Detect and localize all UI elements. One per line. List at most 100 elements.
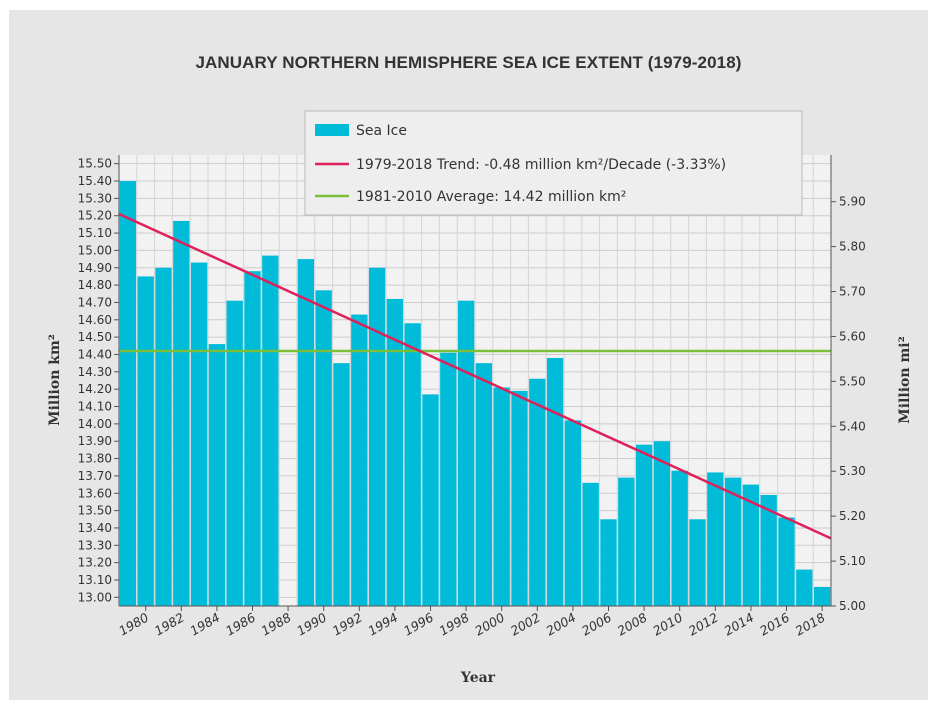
y-tick-label-right: 5.70: [839, 285, 866, 299]
y-ticks-right: 5.00 5.10 5.20 5.30 5.40 5.50 5.60 5.70 5.80 5.90: [831, 195, 866, 613]
bar-1983: [190, 262, 208, 606]
bars: [119, 181, 831, 606]
y-tick-label: 14.30: [78, 365, 112, 379]
x-tick-label: 1988: [259, 610, 294, 639]
x-ticks: 1980 1982 1984 1986 1988 1990 1992 1994 1996 1998…: [116, 606, 828, 639]
bar-2004: [564, 420, 582, 606]
x-tick-label: 1990: [294, 610, 329, 639]
y-tick-label: 13.20: [78, 556, 112, 570]
y-tick-label: 13.90: [78, 434, 112, 448]
y-tick-label: 13.00: [78, 590, 112, 604]
bar-1986: [244, 271, 261, 606]
x-tick-label: 2000: [472, 610, 507, 639]
bar-1990: [315, 290, 332, 606]
bar-2013: [724, 477, 742, 606]
y-tick-label: 13.60: [78, 486, 112, 500]
bar-1989: [297, 259, 315, 606]
bar-2012: [707, 472, 724, 606]
y-tick-label: 14.20: [78, 382, 112, 396]
bar-1985: [226, 300, 243, 606]
x-tick-label: 1994: [365, 610, 400, 639]
lines: [118, 212, 832, 540]
y-axis-title-right: Million mi²: [897, 336, 913, 423]
x-tick-label: 1984: [187, 610, 222, 639]
bar-1992: [351, 314, 368, 606]
legend-box: [304, 110, 803, 216]
y-tick-label-right: 5.90: [839, 195, 866, 209]
y-tick-label: 15.40: [78, 174, 112, 188]
y-tick-label: 15.10: [78, 226, 112, 240]
bar-1991: [333, 363, 350, 606]
bar-2008: [635, 444, 653, 606]
bar-1994: [386, 298, 404, 606]
y-tick-label: 13.70: [78, 469, 112, 483]
y-tick-label: 14.50: [78, 330, 112, 344]
bar-2011: [689, 519, 706, 606]
y-tick-label-right: 5.10: [839, 554, 866, 568]
bar-2014: [742, 484, 760, 606]
y-tick-label: 15.00: [78, 243, 112, 257]
bar-1993: [368, 267, 386, 606]
x-tick-label: 2018: [793, 610, 828, 639]
y-tick-label: 13.40: [78, 521, 112, 535]
x-tick-label: 2002: [508, 610, 543, 639]
legend-label-sea-ice: Sea Ice: [356, 123, 407, 139]
x-tick-label: 1992: [330, 610, 365, 639]
y-tick-label: 13.30: [78, 538, 112, 552]
x-tick-label: 2010: [650, 610, 685, 639]
bar-1995: [404, 323, 421, 606]
x-tick-label: 2004: [543, 610, 578, 639]
y-tick-label-right: 5.30: [839, 464, 866, 478]
bar-2010: [671, 470, 688, 606]
bar-2001: [511, 390, 528, 606]
y-tick-label: 14.10: [78, 400, 112, 414]
x-tick-label: 1998: [437, 610, 472, 639]
y-tick-label: 15.20: [78, 209, 112, 223]
y-tick-label: 15.30: [78, 191, 112, 205]
bar-2016: [778, 517, 795, 606]
bar-2007: [618, 477, 635, 606]
y-ticks-left: 13.00 13.10 13.20 13.30 13.40 13.50 13.60 13.70…: [78, 157, 119, 604]
y-tick-label-right: 5.20: [839, 509, 866, 523]
legend-swatch-sea-ice: [315, 124, 349, 136]
bar-2018: [813, 586, 831, 606]
chart-title: JANUARY NORTHERN HEMISPHERE SEA ICE EXTE…: [195, 53, 742, 72]
bar-1998: [457, 300, 475, 606]
bar-2009: [653, 441, 671, 606]
y-tick-label: 13.50: [78, 504, 112, 518]
y-tick-label-right: 5.50: [839, 374, 866, 388]
bar-2002: [529, 378, 546, 606]
trend-line: [118, 212, 832, 540]
y-tick-label-right: 5.00: [839, 599, 866, 613]
grid: [118, 155, 832, 606]
bar-1982: [173, 220, 190, 606]
bar-2006: [600, 519, 617, 606]
x-tick-label: 1986: [223, 610, 258, 639]
bar-2005: [582, 482, 599, 606]
x-tick-label: 1980: [116, 610, 151, 639]
legend-label-trend: 1979-2018 Trend: -0.48 million km²/Decad…: [356, 157, 726, 173]
y-tick-label: 14.00: [78, 417, 112, 431]
y-tick-label: 15.50: [78, 157, 112, 171]
y-tick-label: 13.10: [78, 573, 112, 587]
bar-2015: [760, 494, 777, 606]
x-axis-title: Year: [460, 670, 496, 686]
bar-1979: [119, 181, 137, 606]
y-tick-label-right: 5.60: [839, 329, 866, 343]
bar-1987: [262, 255, 279, 606]
bar-1999: [475, 363, 493, 606]
x-tick-label: 1982: [152, 610, 187, 639]
legend-label-average: 1981-2010 Average: 14.42 million km²: [356, 189, 626, 205]
y-tick-label: 14.60: [78, 313, 112, 327]
axes: [118, 155, 832, 607]
y-tick-label: 13.80: [78, 452, 112, 466]
bar-1981: [155, 267, 172, 606]
bar-2003: [546, 357, 564, 606]
bar-1997: [440, 352, 457, 606]
x-tick-label: 2008: [615, 610, 650, 639]
legend: Sea Ice 1979-2018 Trend: -0.48 million k…: [304, 110, 803, 216]
y-tick-label: 14.80: [78, 278, 112, 292]
y-tick-label-right: 5.40: [839, 419, 866, 433]
bar-1984: [208, 344, 226, 606]
